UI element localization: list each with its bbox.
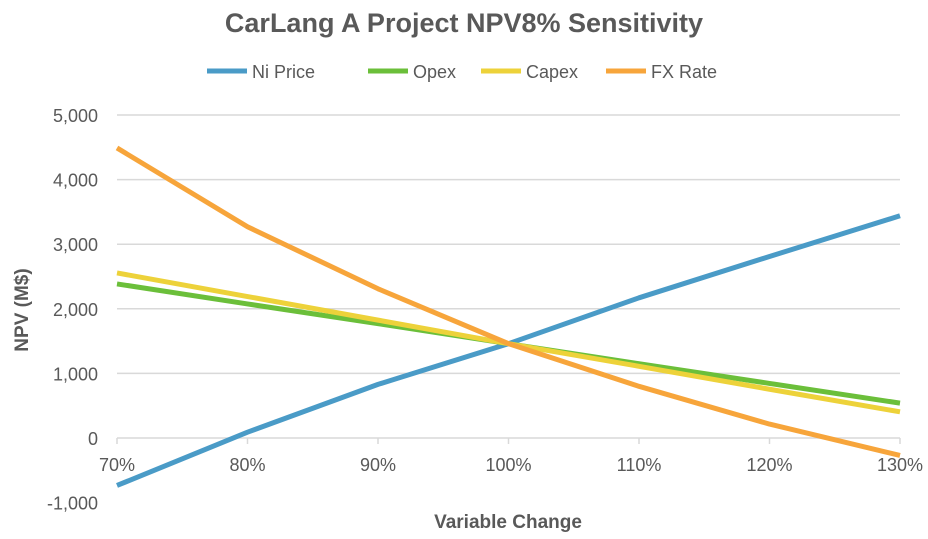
x-axis-label: Variable Change — [434, 512, 582, 533]
y-tick-label: 5,000 — [53, 106, 98, 126]
x-axis-ticks: 70% 80% 90% 100% 110% 120% 130% — [99, 438, 923, 475]
x-tick-label: 90% — [360, 455, 396, 475]
series-lines — [115, 145, 901, 488]
series-line-fx-rate — [115, 145, 901, 458]
y-tick-label: 1,000 — [53, 364, 98, 384]
x-tick-label: 100% — [485, 455, 531, 475]
x-tick-label: 70% — [99, 455, 135, 475]
y-tick-label: 2,000 — [53, 300, 98, 320]
legend-label: Capex — [526, 62, 578, 82]
y-tick-label: 3,000 — [53, 235, 98, 255]
y-tick-label: 4,000 — [53, 171, 98, 191]
legend-label: FX Rate — [651, 62, 717, 82]
x-tick-label: 110% — [617, 455, 662, 475]
y-tick-label: 0 — [88, 429, 98, 449]
legend: Ni Price Opex Capex FX Rate — [207, 62, 717, 82]
legend-label: Opex — [413, 62, 456, 82]
x-tick-label: 80% — [229, 455, 265, 475]
legend-label: Ni Price — [252, 62, 315, 82]
chart-title: CarLang A Project NPV8% Sensitivity — [225, 8, 703, 38]
x-tick-label: 120% — [746, 455, 792, 475]
x-tick-label: 130% — [877, 455, 923, 475]
y-tick-label: -1,000 — [47, 494, 98, 514]
y-axis-ticks: -1,000 0 1,000 2,000 3,000 4,000 5,000 — [47, 106, 98, 514]
series-line-ni-price — [116, 213, 901, 488]
y-axis-label: NPV (M$) — [12, 268, 33, 351]
